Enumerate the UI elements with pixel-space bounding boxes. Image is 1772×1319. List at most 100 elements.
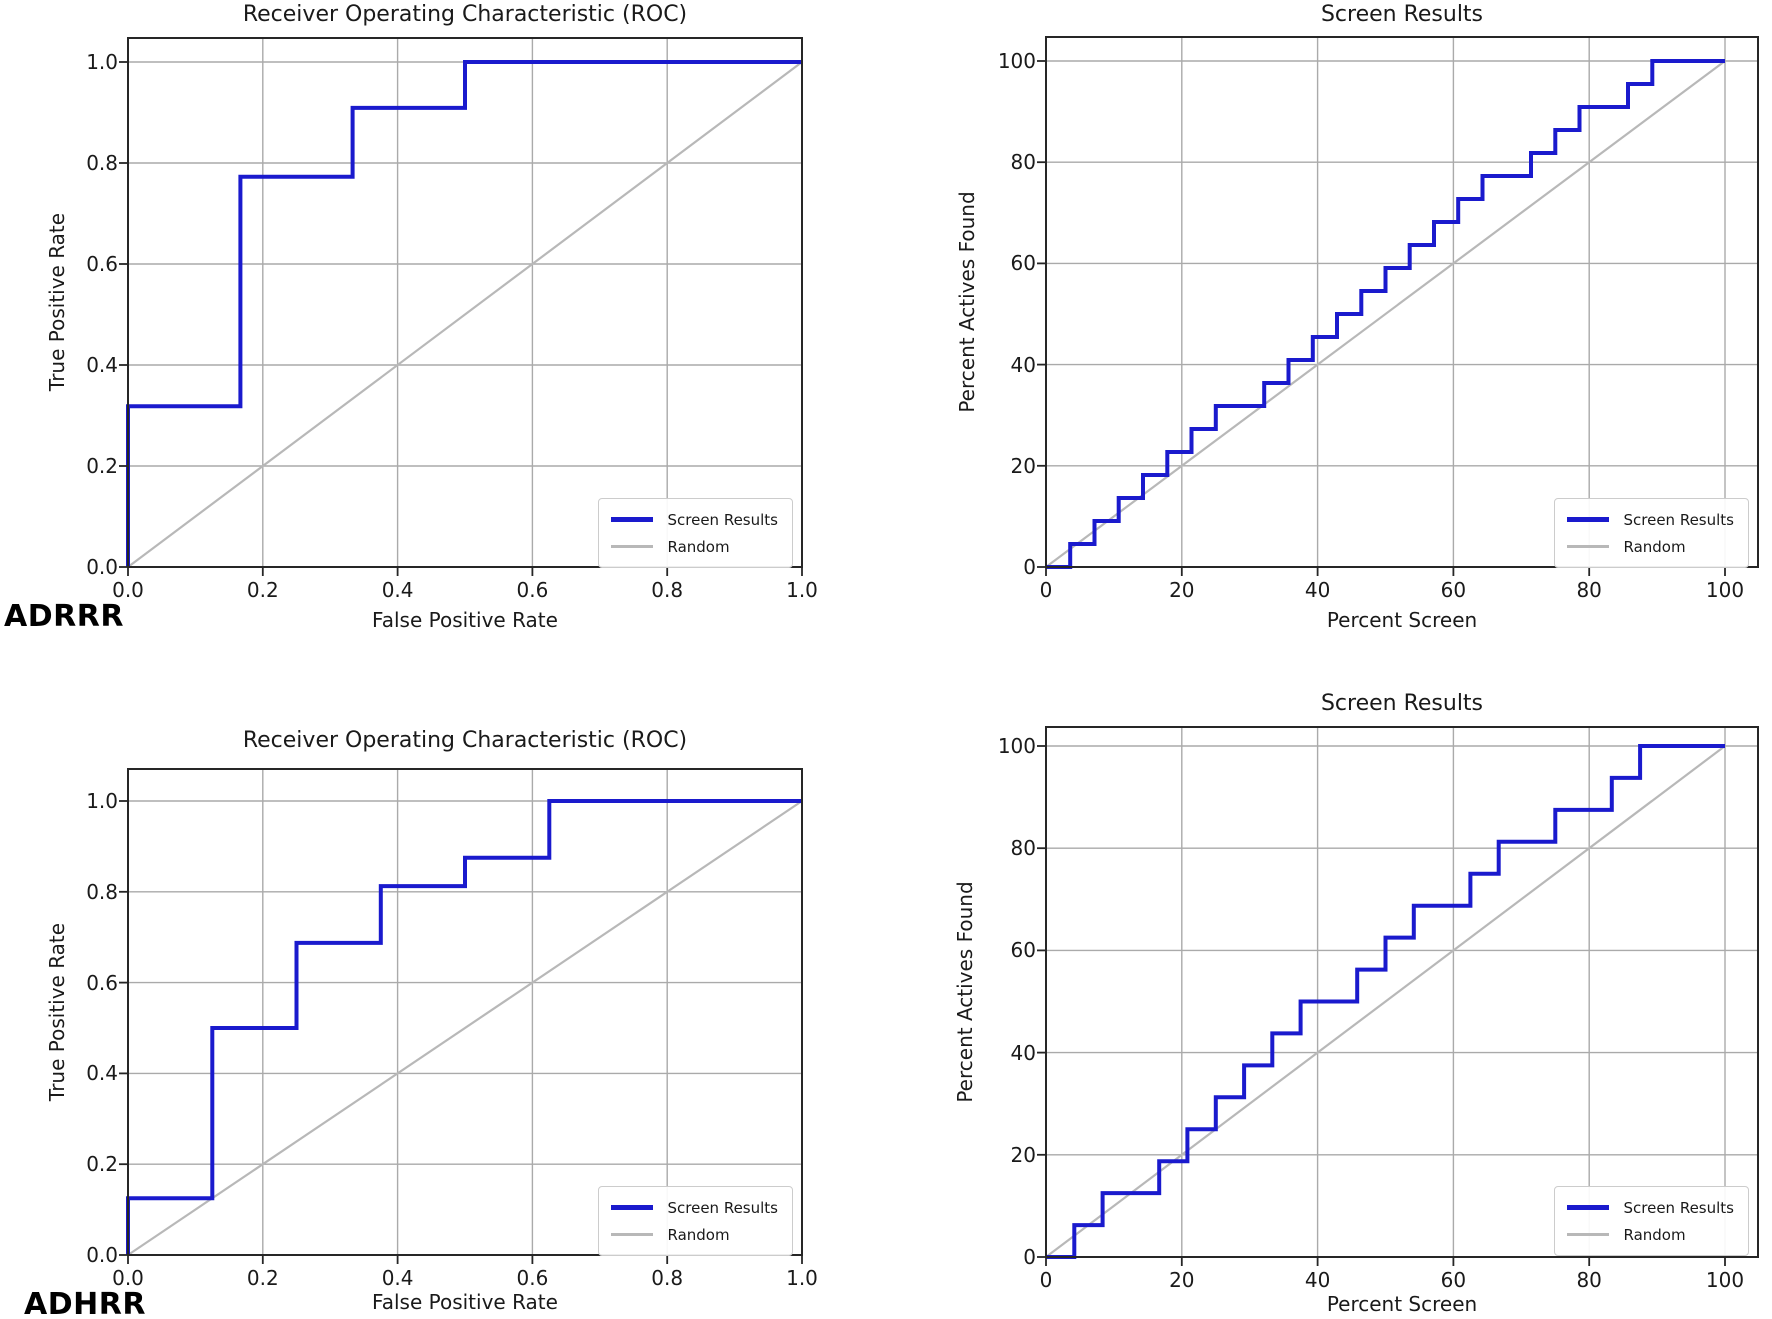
x-tick-label: 0.8	[651, 578, 684, 602]
x-tick-label: 0	[1039, 1268, 1053, 1292]
axes-frame	[1045, 726, 1759, 1258]
legend-entry-screen-results: Screen Results	[1567, 1194, 1734, 1221]
axes-frame	[127, 37, 803, 568]
panel-label-adrrr: ADRRR	[4, 599, 124, 634]
xlabel-roc-adrrr: False Positive Rate	[372, 608, 558, 632]
x-tick-label: 0.4	[381, 1266, 414, 1290]
title-screen-adhrr: Screen Results	[1320, 691, 1484, 716]
y-tick-label: 0.6	[86, 970, 118, 995]
x-tick-label: 0.8	[651, 1266, 684, 1290]
x-tick-label: 80	[1576, 578, 1602, 602]
legend-entry-screen-results: Screen Results	[611, 1194, 778, 1221]
y-tick-label: 80	[1010, 150, 1036, 175]
y-tick-label: 0.8	[86, 879, 118, 904]
x-tick-label: 1.0	[786, 578, 818, 602]
random-line-swatch	[611, 1233, 654, 1236]
legend-entry-random: Random	[1567, 533, 1734, 560]
x-tick-label: 1.0	[786, 1266, 818, 1290]
y-tick-label: 1.0	[86, 50, 118, 74]
x-tick-label: 100	[1705, 1268, 1745, 1292]
legend-screen-adrrr: Screen Results Random	[1554, 498, 1749, 568]
y-tick-label: 0.8	[86, 151, 118, 175]
x-tick-label: 0.4	[381, 578, 414, 602]
random-line	[127, 800, 803, 1256]
y-tick-label: 100	[997, 734, 1036, 758]
title-roc-adrrr: Receiver Operating Characteristic (ROC)	[242, 2, 688, 27]
random-line	[1045, 60, 1726, 568]
ylabel-roc-adhrr: True Positive Rate	[45, 922, 69, 1102]
legend-label: Random	[1623, 537, 1686, 556]
x-tick-label: 0.2	[246, 1266, 279, 1290]
screen-results-line	[126, 799, 802, 1255]
random-line-swatch	[611, 545, 654, 548]
y-tick-label: 40	[1010, 1040, 1036, 1065]
legend-label: Random	[667, 1225, 730, 1244]
legend-roc-adrrr: Screen Results Random	[598, 498, 793, 568]
ylabel-screen-adhrr: Percent Actives Found	[953, 881, 977, 1103]
legend-roc-adhrr: Screen Results Random	[598, 1186, 793, 1256]
ylabel-roc-adrrr: True Positive Rate	[45, 212, 69, 392]
y-tick-label: 20	[1010, 1142, 1036, 1167]
x-tick-label: 20	[1169, 578, 1195, 602]
adrrr-screen-plot	[1037, 36, 1759, 576]
y-tick-label: 60	[1010, 938, 1036, 963]
x-tick-label: 60	[1440, 1268, 1467, 1292]
legend-label: Screen Results	[1623, 1198, 1734, 1217]
x-tick-label: 0.6	[516, 578, 549, 602]
y-tick-label: 0	[1023, 1245, 1036, 1269]
y-tick-label: 20	[1010, 453, 1036, 478]
x-tick-label: 60	[1440, 578, 1467, 602]
random-line	[1045, 745, 1726, 1258]
adhrr-roc-plot	[119, 768, 803, 1264]
axes-frame	[1045, 36, 1759, 568]
adrrr-roc-plot	[119, 37, 803, 576]
y-tick-label: 80	[1010, 836, 1036, 861]
y-tick-label: 0.0	[86, 1243, 118, 1267]
axes-frame	[127, 768, 803, 1256]
y-tick-label: 0.4	[86, 1061, 118, 1086]
x-tick-label: 40	[1304, 578, 1331, 602]
legend-label: Screen Results	[667, 1198, 778, 1217]
y-tick-label: 0	[1023, 555, 1036, 579]
screen-results-line	[1046, 744, 1725, 1259]
x-tick-label: 0	[1039, 578, 1053, 602]
random-line-swatch	[1567, 545, 1610, 548]
random-line-swatch	[1567, 1233, 1610, 1236]
screen-results-line	[126, 60, 802, 567]
y-tick-label: 0.6	[86, 252, 118, 276]
legend-label: Screen Results	[667, 510, 778, 529]
y-tick-label: 60	[1010, 251, 1036, 276]
x-tick-label: 0.0	[112, 578, 144, 602]
x-tick-label: 100	[1705, 578, 1745, 602]
y-tick-label: 0.4	[86, 353, 118, 377]
panel-label-adhrr: ADHRR	[24, 1287, 146, 1319]
legend-screen-adhrr: Screen Results Random	[1554, 1186, 1749, 1256]
xlabel-screen-adrrr: Percent Screen	[1326, 608, 1478, 632]
legend-entry-screen-results: Screen Results	[1567, 506, 1734, 533]
legend-label: Screen Results	[1623, 510, 1734, 529]
y-tick-label: 100	[997, 49, 1036, 73]
x-tick-label: 20	[1169, 1268, 1195, 1292]
ylabel-screen-adrrr: Percent Actives Found	[955, 191, 979, 413]
screen-results-line	[1046, 59, 1725, 569]
screen-results-line-swatch	[611, 1205, 654, 1210]
title-roc-adhrr: Receiver Operating Characteristic (ROC)	[242, 728, 688, 753]
x-tick-label: 0.6	[516, 1266, 549, 1290]
x-tick-label: 80	[1576, 1268, 1602, 1292]
random-line	[127, 61, 803, 568]
y-tick-label: 0.2	[86, 1152, 118, 1177]
screen-results-line-swatch	[1567, 1205, 1610, 1210]
x-tick-label: 0.0	[112, 1266, 144, 1290]
y-tick-label: 0.0	[86, 555, 118, 579]
xlabel-screen-adhrr: Percent Screen	[1326, 1292, 1478, 1316]
screen-results-line-swatch	[1567, 517, 1610, 522]
legend-label: Random	[667, 537, 730, 556]
legend-entry-random: Random	[1567, 1221, 1734, 1248]
title-screen-adrrr: Screen Results	[1320, 2, 1484, 27]
xlabel-roc-adhrr: False Positive Rate	[372, 1290, 558, 1314]
screen-results-line-swatch	[611, 517, 654, 522]
legend-entry-screen-results: Screen Results	[611, 506, 778, 533]
y-tick-label: 40	[1010, 352, 1036, 377]
